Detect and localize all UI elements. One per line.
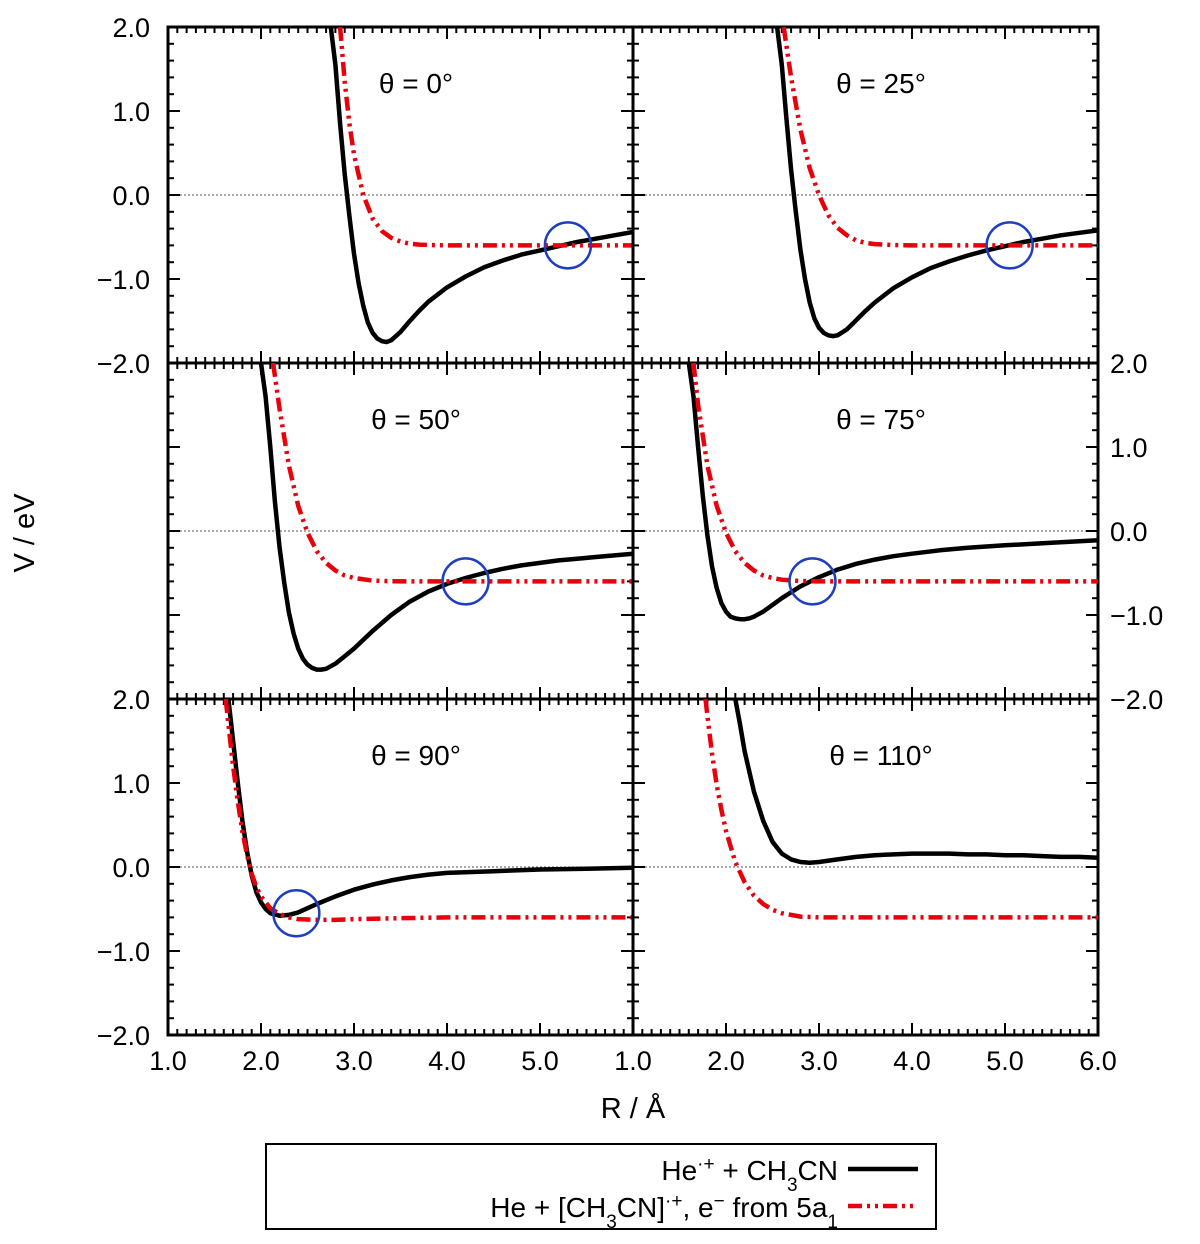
y-tick-label: 0.0 <box>112 853 150 883</box>
x-tick-label: 5.0 <box>986 1046 1024 1076</box>
series-he-ch3cn-ion-5a1-line <box>691 363 1098 584</box>
x-tick-label: 3.0 <box>800 1046 838 1076</box>
panel-plot-area <box>328 27 633 345</box>
crossing-marker <box>543 221 593 270</box>
x-tick-label: 3.0 <box>335 1046 373 1076</box>
panel-label-75: θ = 75° <box>836 404 926 435</box>
crossing-marker <box>441 557 490 606</box>
panel-label-110: θ = 110° <box>829 740 932 771</box>
x-axis-title: R / Å <box>601 1092 666 1125</box>
series-he-ion-ch3cn-line <box>774 27 1098 339</box>
series-he-ion-ch3cn-line <box>226 699 633 918</box>
legend-text-part: 3 <box>606 1212 617 1233</box>
legend-text-part: − <box>714 1191 725 1212</box>
panel-plot-area <box>703 699 1098 920</box>
legend-text-part: 1 <box>827 1212 838 1233</box>
legend-text-part: , e <box>682 1192 713 1223</box>
legend-text-part: CN] <box>617 1192 665 1223</box>
panel-plot-area <box>258 363 633 672</box>
y-tick-label: −2.0 <box>1110 685 1163 715</box>
y-tick-label: −2.0 <box>97 1021 150 1051</box>
y-tick-label: −1.0 <box>1110 601 1163 631</box>
series-he-ch3cn-ion-5a1-line <box>703 699 1098 920</box>
panel-theta-75: θ = 75° <box>631 361 1100 701</box>
series-he-ion-ch3cn-line <box>733 699 1098 866</box>
y-axis-tick-labels: 2.0 1.0 0.0 −1.0 −2.0 2.0 1.0 0.0 −1.0 −2.0 2.0 1.0… <box>97 13 1164 1051</box>
panel-theta-50: θ = 50° <box>166 361 635 701</box>
y-tick-label: −2.0 <box>97 349 150 379</box>
y-tick-label: −1.0 <box>97 937 150 967</box>
x-tick-label: 4.0 <box>428 1046 466 1076</box>
panel-theta-90: θ = 90° <box>166 697 635 1037</box>
y-axis-title: V / eV <box>9 493 41 573</box>
panel-plot-area <box>223 699 633 923</box>
legend-entry-1-label: He·+ + CH3CN <box>661 1154 838 1196</box>
series-he-ch3cn-ion-5a1-line <box>337 27 633 248</box>
y-tick-label: 2.0 <box>1110 349 1148 379</box>
legend-entry-2-label: He + [CH3CN]·+, e− from 5a1 <box>490 1191 838 1233</box>
panel-label-25: θ = 25° <box>836 68 926 99</box>
series-he-ch3cn-ion-5a1-line <box>781 27 1098 248</box>
legend-text-part: ·+ <box>665 1191 682 1212</box>
series-he-ch3cn-ion-5a1-line <box>270 363 633 584</box>
x-tick-label: 2.0 <box>707 1046 745 1076</box>
y-tick-label: 2.0 <box>112 685 150 715</box>
legend-text-part: CN <box>798 1155 838 1186</box>
panel-label-0: θ = 0° <box>379 68 453 99</box>
legend-text-part: He <box>661 1155 697 1186</box>
x-tick-label: 5.0 <box>521 1046 559 1076</box>
crossing-marker <box>272 888 321 938</box>
y-tick-label: 0.0 <box>1110 517 1148 547</box>
x-tick-label: 6.0 <box>1079 1046 1117 1076</box>
series-he-ion-ch3cn-line <box>328 27 633 345</box>
y-tick-label: 1.0 <box>112 769 150 799</box>
panel-theta-110: θ = 110° <box>631 697 1100 1037</box>
crossing-marker <box>788 557 837 606</box>
x-tick-label: 4.0 <box>893 1046 931 1076</box>
y-tick-label: 1.0 <box>112 97 150 127</box>
x-tick-label: 2.0 <box>242 1046 280 1076</box>
panel-plot-area <box>686 363 1098 622</box>
y-tick-label: −1.0 <box>97 265 150 295</box>
legend: He·+ + CH3CN He + [CH3CN]·+, e− from 5a1 <box>265 1143 937 1233</box>
y-tick-label: 1.0 <box>1110 433 1148 463</box>
panel-label-90: θ = 90° <box>371 740 461 771</box>
series-he-ch3cn-ion-5a1-line <box>223 699 633 923</box>
legend-text-part: from 5a <box>725 1192 828 1223</box>
series-he-ion-ch3cn-line <box>258 363 633 672</box>
panel-ticks <box>632 698 1099 1036</box>
x-axis-tick-labels: 1.0 2.0 3.0 4.0 5.0 1.0 2.0 3.0 4.0 5.0 6.0 <box>149 1046 1117 1076</box>
crossing-marker <box>985 221 1034 270</box>
panel-theta-25: θ = 25° <box>631 25 1100 365</box>
panel-theta-0: θ = 0° <box>166 25 635 365</box>
panel-plot-area <box>774 27 1098 339</box>
legend-text-part: + CH <box>715 1155 787 1186</box>
x-tick-label: 1.0 <box>149 1046 187 1076</box>
series-he-ion-ch3cn-line <box>686 363 1098 622</box>
panel-label-50: θ = 50° <box>371 404 461 435</box>
x-tick-label: 1.0 <box>614 1046 652 1076</box>
y-tick-label: 0.0 <box>112 181 150 211</box>
legend-text-part: He + [CH <box>490 1192 606 1223</box>
legend-text-part: 3 <box>787 1175 798 1196</box>
legend-box <box>265 1143 937 1230</box>
legend-text-part: ·+ <box>697 1154 714 1175</box>
y-tick-label: 2.0 <box>112 13 150 43</box>
